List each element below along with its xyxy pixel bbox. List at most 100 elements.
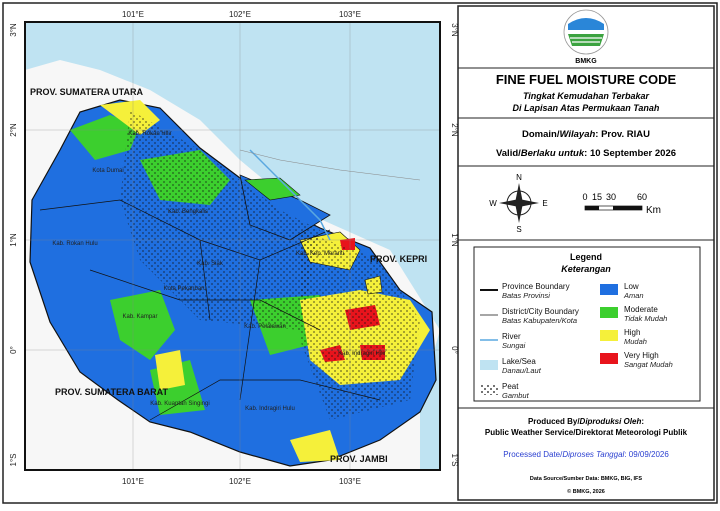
province-label: PROV. JAMBI <box>330 454 388 464</box>
legend-label: Lake/Sea <box>502 357 536 366</box>
legend-title: Legend <box>570 252 602 262</box>
producer: Public Weather Service/Direktorat Meteor… <box>485 428 688 437</box>
region-label: Kab. Indragiri Hilir <box>338 351 386 357</box>
valid-date: Valid/Berlaku untuk: 10 September 2026 <box>496 148 676 159</box>
lat-label: 1°N <box>450 233 459 247</box>
subtitle: Di Lapisan Atas Permukaan Tanah <box>513 103 660 113</box>
lon-label: 101°E <box>122 10 144 19</box>
lat-label: 0° <box>9 346 18 354</box>
legend-label-id: Sungai <box>502 341 526 350</box>
processed-value: : 09/09/2026 <box>624 450 669 459</box>
processed-en: Processed Date/ <box>503 450 563 459</box>
region-label: Kab. Rokan Hilir <box>128 131 171 137</box>
compass-label: N <box>516 173 522 182</box>
high-area <box>290 430 340 462</box>
lon-label: 102°E <box>229 477 251 486</box>
compass <box>499 183 539 223</box>
scale-bar <box>584 205 643 211</box>
region-label: Kab. Pelalawan <box>244 324 286 330</box>
province-label: PROV. SUMATERA BARAT <box>55 387 169 397</box>
domain: Domain/Wilayah: Prov. RIAU <box>522 129 650 140</box>
lon-label: 103°E <box>339 477 361 486</box>
region-label: Kota Pekanbaru <box>163 286 206 292</box>
scale-tick: 0 <box>582 192 587 202</box>
moderate-area <box>70 115 140 160</box>
sea <box>25 22 440 470</box>
graticule <box>25 22 440 470</box>
legend-label: Moderate <box>624 305 658 314</box>
lon-label: 103°E <box>339 10 361 19</box>
domain-value: : Prov. RIAU <box>595 129 650 140</box>
region-label: Kab. Kep. Meranti <box>296 251 344 257</box>
peat-area <box>300 230 420 420</box>
lat-label: 1°S <box>9 454 18 467</box>
province-label: PROV. SUMATERA UTARA <box>30 87 144 97</box>
region-label: Kab. Rokan Hulu <box>52 241 97 247</box>
legend-symbol <box>480 360 498 370</box>
legend-label-id: Batas Provinsi <box>502 291 550 300</box>
province-label: PROV. KEPRI <box>370 254 427 264</box>
legend-label: Very High <box>624 351 659 360</box>
legend-label: District/City Boundary <box>502 307 579 316</box>
lat-label: 2°N <box>450 123 459 137</box>
produced-by: Produced By/Diproduksi Oleh: <box>528 417 644 426</box>
processed-id: Diproses Tanggal <box>562 450 624 459</box>
legend-subtitle: Keterangan <box>561 264 611 274</box>
logo <box>563 9 609 55</box>
legend-label-id: Sangat Mudah <box>624 360 673 369</box>
valid-en: Valid/ <box>496 148 521 159</box>
region-label: Kab. Siak <box>197 261 224 267</box>
legend-swatch <box>600 330 618 341</box>
region-label: Kota Dumai <box>92 168 123 174</box>
region-label: Kab. Bengkalis <box>168 209 208 215</box>
lat-label: 3°N <box>450 23 459 37</box>
title: FINE FUEL MOISTURE CODE <box>496 72 677 87</box>
legend-box <box>473 246 701 402</box>
valid-id: Berlaku untuk <box>521 148 585 159</box>
scale-unit: Km <box>646 205 661 216</box>
scale-tick: 15 <box>592 192 602 202</box>
compass-label: S <box>516 225 521 234</box>
lat-label: 1°S <box>450 454 459 467</box>
region-label: Kab. Kuantan Singingi <box>150 401 209 407</box>
legend-label-id: Batas Kabupaten/Kota <box>502 316 577 325</box>
legend-label-id: Gambut <box>502 391 530 400</box>
compass-label: W <box>489 199 497 208</box>
legend-label-id: Mudah <box>624 337 647 346</box>
lat-label: 3°N <box>9 23 18 37</box>
high-area <box>155 350 185 390</box>
produced-en: Produced By/ <box>528 417 580 426</box>
lon-label: 102°E <box>229 10 251 19</box>
legend-label: Peat <box>502 382 519 391</box>
subtitle: Tingkat Kemudahan Terbakar <box>523 91 650 101</box>
processed-date: Processed Date/Diproses Tanggal: 09/09/2… <box>503 450 669 459</box>
map-frame <box>24 21 441 471</box>
legend-label: River <box>502 332 521 341</box>
legend-swatch <box>600 284 618 295</box>
legend-label-id: Aman <box>623 291 644 300</box>
river <box>249 149 331 241</box>
legend-swatch <box>600 307 618 318</box>
lat-label: 2°N <box>9 123 18 137</box>
map: PROV. SUMATERA UTARA PROV. SUMATERA BARA… <box>25 22 440 470</box>
legend-label: Province Boundary <box>502 282 570 291</box>
legend-swatch <box>600 353 618 364</box>
peat-area <box>120 110 320 330</box>
legend-label: High <box>624 328 640 337</box>
domain-en: Domain/ <box>522 129 560 140</box>
panel-border <box>457 5 715 501</box>
legend-label-id: Danau/Laut <box>502 366 542 375</box>
domain-id: Wilayah <box>559 129 595 140</box>
produced-id: Diproduksi Oleh <box>580 417 642 426</box>
region-label: Kab. Indragiri Hulu <box>245 406 295 412</box>
scale-tick: 60 <box>637 192 647 202</box>
moderate-area <box>110 290 175 360</box>
scale-tick: 30 <box>606 192 616 202</box>
region-label: Kab. Kampar <box>122 314 157 320</box>
lat-label: 0° <box>450 346 459 354</box>
coastline <box>239 149 421 181</box>
lon-label: 101°E <box>122 477 144 486</box>
legend-label-id: Tidak Mudah <box>624 314 667 323</box>
